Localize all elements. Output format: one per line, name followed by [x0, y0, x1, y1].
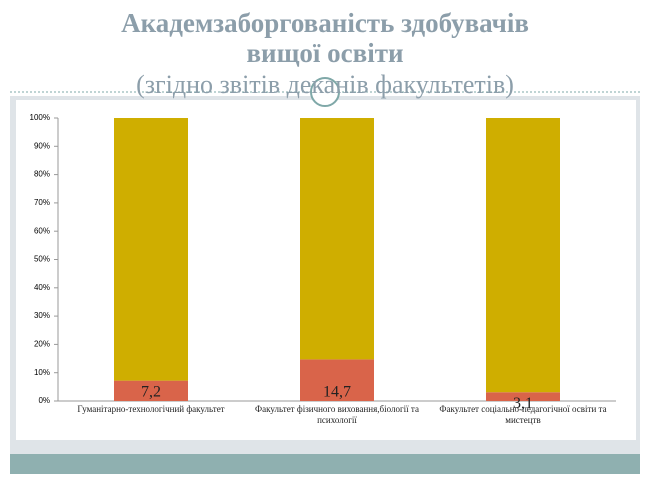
bar-segment [300, 118, 374, 360]
title: Академзаборгованість здобувачів вищої ос… [121, 8, 529, 68]
y-tick-label: 100% [30, 113, 50, 122]
ornament [310, 77, 340, 107]
bar-segment [486, 118, 560, 393]
y-tick-label: 10% [34, 368, 50, 377]
subtitle: (згідно звітів деканів факультетів) [136, 70, 514, 99]
y-tick-label: 0% [38, 396, 50, 405]
y-tick-label: 90% [34, 141, 50, 150]
y-tick-label: 30% [34, 311, 50, 320]
data-label: 14,7 [323, 384, 351, 401]
y-tick-label: 40% [34, 283, 50, 292]
y-tick-label: 20% [34, 340, 50, 349]
x-tick-label: Гуманітарно-технологічний факультет [77, 404, 225, 414]
bar-segment [300, 359, 374, 401]
bar-segment [114, 118, 188, 381]
data-label: 7,2 [141, 384, 161, 401]
bar-segment [486, 392, 560, 401]
x-tick-label: Факультет фізичного виховання,біології т… [255, 404, 419, 425]
y-tick-label: 50% [34, 255, 50, 264]
x-tick-label: Факультет соціально-педагогічної освіти … [439, 404, 607, 425]
y-tick-label: 60% [34, 226, 50, 235]
bar-segment [114, 380, 188, 401]
y-tick-label: 70% [34, 198, 50, 207]
footer-band [10, 454, 640, 474]
data-label: 3,1 [513, 395, 533, 412]
y-tick-label: 80% [34, 170, 50, 179]
